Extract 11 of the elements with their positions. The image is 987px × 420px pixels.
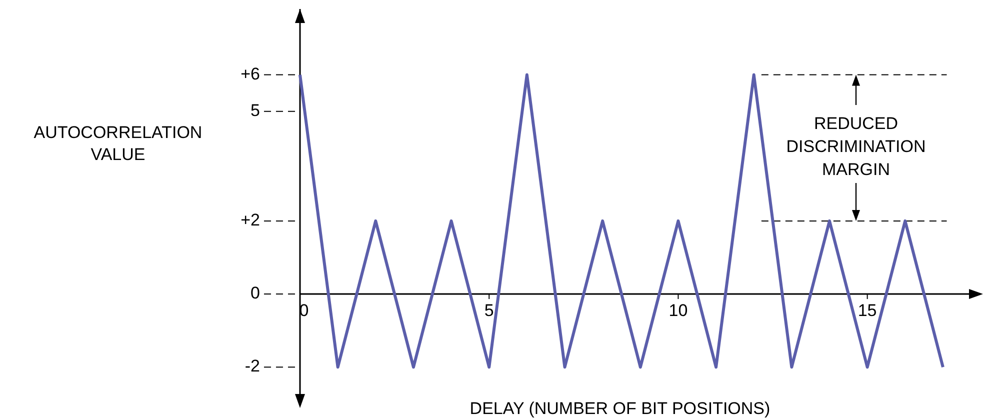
y-tick-label: 5 bbox=[250, 100, 260, 120]
x-tick-label: 15 bbox=[858, 301, 877, 320]
y-tick-label: 0 bbox=[250, 284, 260, 303]
y-tick-label: +2 bbox=[240, 210, 260, 230]
x-axis-title: DELAY (NUMBER OF BIT POSITIONS) bbox=[470, 399, 770, 418]
x-tick-label: 10 bbox=[668, 301, 688, 320]
y-tick-label: +6 bbox=[240, 64, 260, 84]
y-axis-title: AUTOCORRELATION VALUE bbox=[34, 123, 202, 164]
y-tick-label: -2 bbox=[244, 356, 260, 376]
annotation: REDUCED DISCRIMINATION MARGIN bbox=[786, 114, 926, 180]
x-tick-label: 5 bbox=[484, 301, 494, 320]
